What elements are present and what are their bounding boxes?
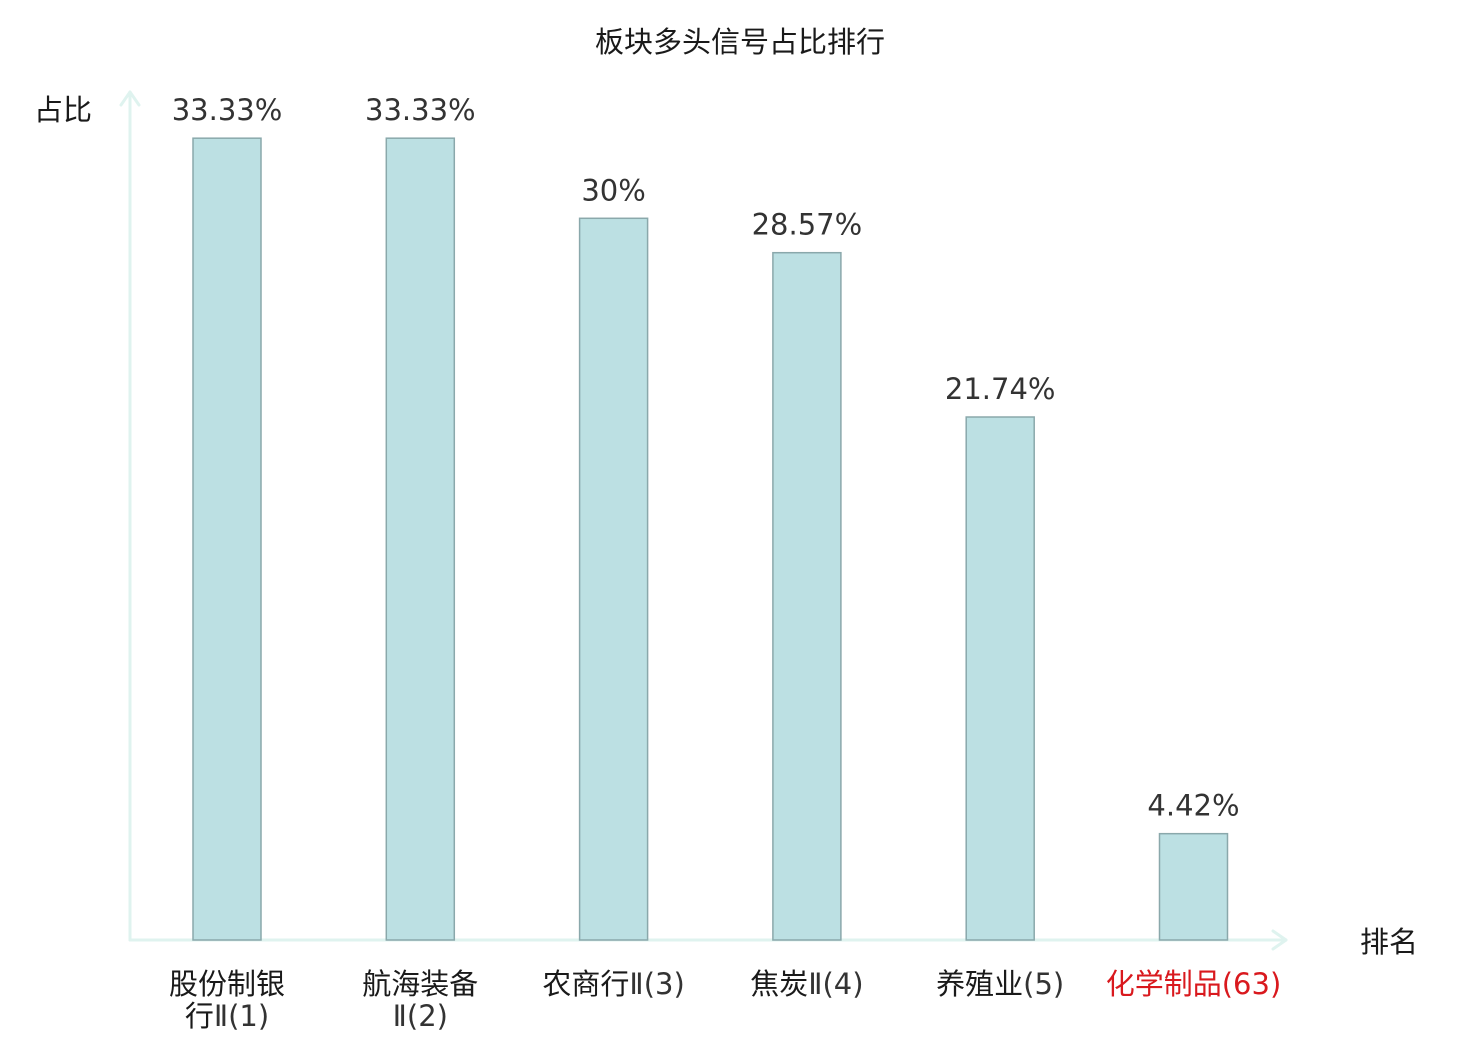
- bar: [385, 137, 456, 941]
- category-label: 养殖业(5): [936, 967, 1064, 1001]
- category-name: 行: [185, 999, 214, 1033]
- x-axis-arrow: [1271, 929, 1288, 951]
- category-rank: (5): [1023, 967, 1064, 1001]
- data-label: 33.33%: [172, 93, 283, 127]
- data-label: 33.33%: [365, 93, 476, 127]
- bar: [1158, 832, 1229, 941]
- category-rank: Ⅱ(1): [214, 999, 269, 1033]
- category-rank: Ⅱ(4): [808, 967, 863, 1001]
- tick-label: 化学制品(63): [1106, 967, 1282, 1001]
- bar: [772, 251, 842, 941]
- tick-label: Ⅱ(2): [393, 999, 448, 1033]
- category-rank: (63): [1222, 967, 1282, 1001]
- category-label: 焦炭Ⅱ(4): [750, 967, 863, 1001]
- data-label: 30%: [581, 173, 645, 207]
- tick-label: 农商行Ⅱ(3): [542, 967, 684, 1001]
- category-rank: Ⅱ(3): [629, 967, 684, 1001]
- category-name: 航海装备: [362, 967, 478, 1001]
- data-label: 21.74%: [945, 372, 1056, 406]
- category-name: 化学制品: [1106, 967, 1222, 1001]
- bars-group: [192, 137, 1229, 941]
- data-label: 4.42%: [1147, 789, 1239, 823]
- category-rank: Ⅱ(2): [393, 999, 448, 1033]
- chart-title: 板块多头信号占比排行: [595, 25, 885, 59]
- category-name: 股份制银: [169, 967, 285, 1001]
- tick-label: 焦炭Ⅱ(4): [750, 967, 863, 1001]
- category-name: 养殖业: [936, 967, 1023, 1001]
- category-name: 农商行: [542, 967, 629, 1001]
- tick-label: 养殖业(5): [936, 967, 1064, 1001]
- bar: [965, 416, 1035, 941]
- tick-label: 航海装备: [362, 967, 478, 1001]
- category-label: 化学制品(63): [1106, 967, 1282, 1001]
- tick-label: 行Ⅱ(1): [185, 999, 269, 1033]
- data-label: 28.57%: [752, 208, 863, 242]
- category-name: 焦炭: [750, 967, 808, 1001]
- axes: [119, 90, 1288, 951]
- bar: [578, 217, 649, 941]
- x-axis-label: 排名: [1360, 925, 1418, 959]
- tick-label: 股份制银: [169, 967, 285, 1001]
- y-axis-label: 占比: [34, 93, 92, 127]
- category-label: 农商行Ⅱ(3): [542, 967, 684, 1001]
- value-labels-group: 33.33% 33.33% 30% 28.57% 21.74% 4.42%: [172, 93, 1240, 822]
- y-axis-arrow: [119, 90, 141, 107]
- bar: [192, 137, 262, 941]
